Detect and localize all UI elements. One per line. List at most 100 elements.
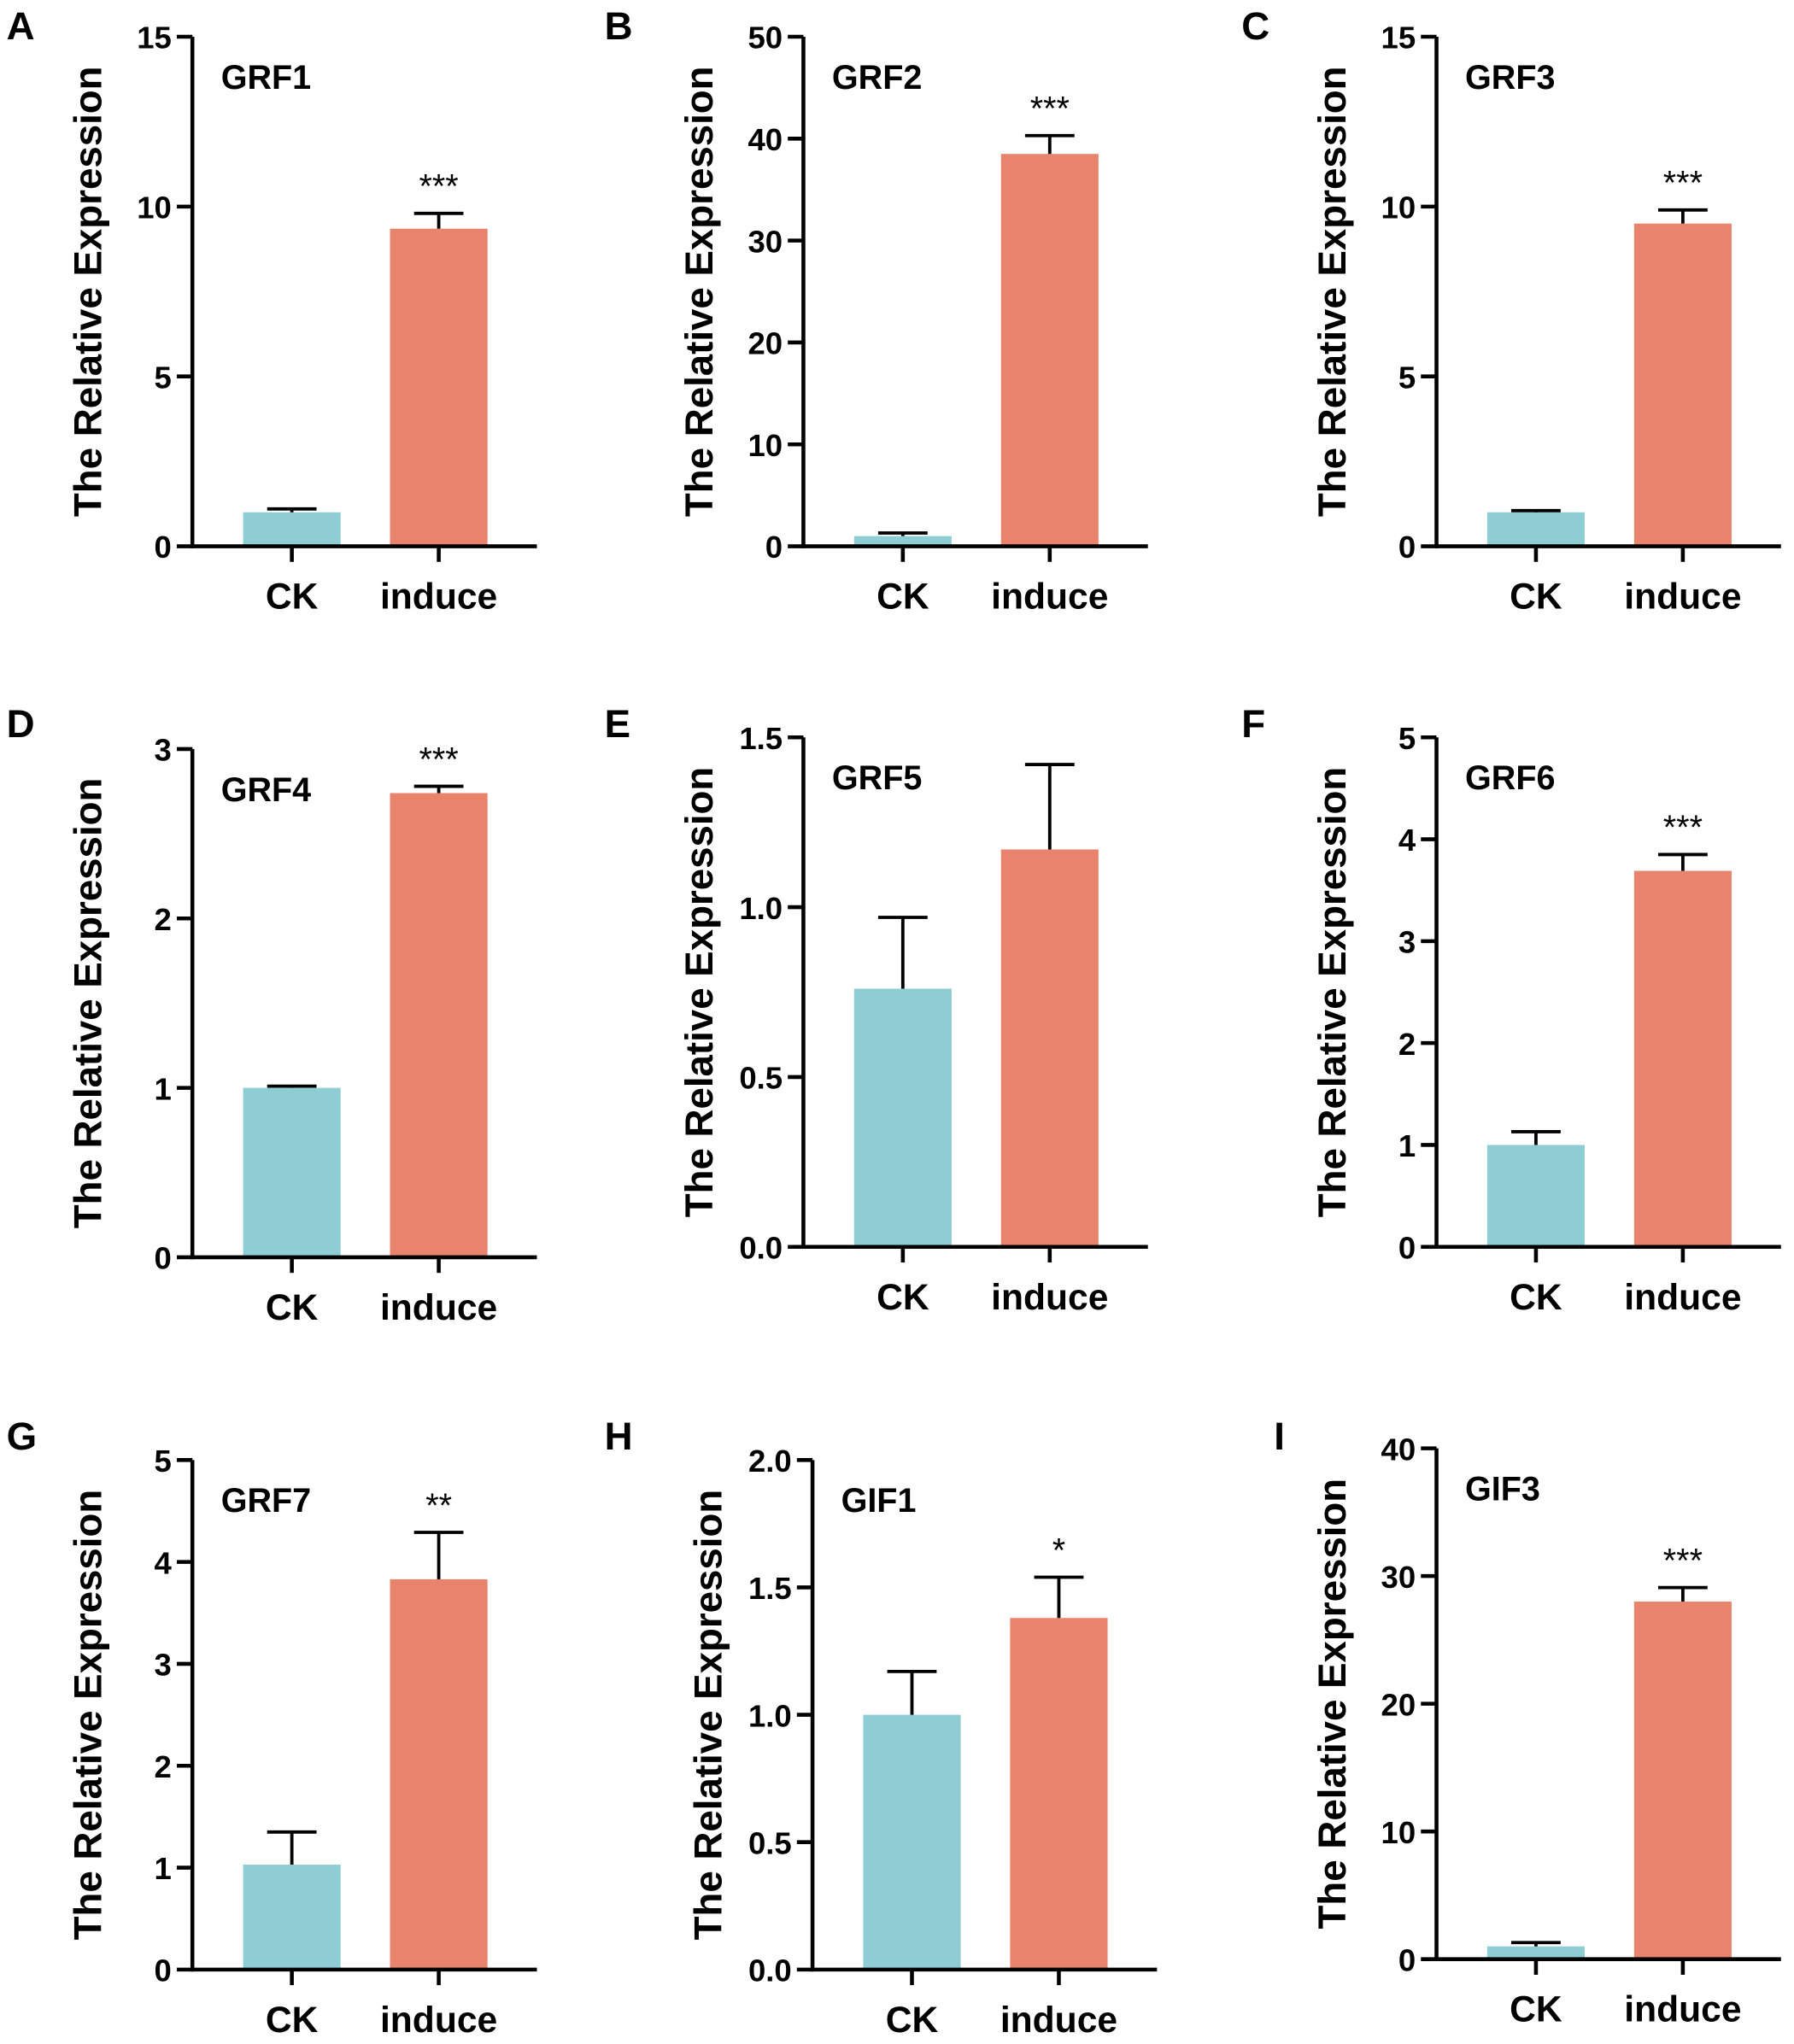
chart-panel-h: H GIF1 The Relative Expression CK induce * 0.0… <box>605 1414 1158 2041</box>
bar-induce <box>1633 223 1732 547</box>
y-tick-label: 5 <box>155 1444 172 1479</box>
y-tick-label: 5 <box>1398 721 1416 756</box>
y-tick-label: 1.5 <box>739 721 783 756</box>
bar-induce <box>1000 154 1099 547</box>
x-tick-label: CK <box>266 577 319 618</box>
x-tick-label: CK <box>876 577 929 618</box>
bar-ck <box>243 1087 341 1257</box>
bar-ck <box>853 536 952 547</box>
bar-induce <box>1633 870 1732 1247</box>
y-tick-label: 4 <box>155 1545 173 1580</box>
panel-letter: I <box>1274 1414 1285 1458</box>
y-tick-label: 10 <box>137 190 172 225</box>
significance-label: *** <box>419 741 459 778</box>
y-tick-label: 20 <box>748 326 783 361</box>
y-tick-label: 40 <box>1381 1432 1416 1467</box>
y-tick-label: 5 <box>1398 360 1416 395</box>
x-tick-label: CK <box>1510 577 1562 618</box>
x-tick-label: induce <box>1624 1989 1741 2030</box>
y-axis-label: The Relative Expression <box>1310 767 1354 1218</box>
y-tick-label: 0 <box>155 530 172 565</box>
y-tick-label: 1.5 <box>748 1571 792 1606</box>
chart-panel-a: A GRF1 The Relative Expression CK induce *** 0… <box>7 4 537 618</box>
bar-induce <box>1000 849 1099 1247</box>
x-tick-label: CK <box>1510 1277 1562 1318</box>
x-tick-label: induce <box>380 577 497 618</box>
y-tick-label: 2 <box>155 902 172 937</box>
y-axis-label: The Relative Expression <box>67 1490 110 1941</box>
chart-panel-e: E GRF5 The Relative Expression CK induce 0.0 0… <box>605 702 1148 1318</box>
panel-letter: E <box>605 702 630 746</box>
y-tick-label: 3 <box>1398 925 1416 960</box>
y-axis-label: The Relative Expression <box>1310 1479 1354 1930</box>
y-tick-label: 0.5 <box>739 1061 783 1096</box>
y-tick-label: 1 <box>155 1071 172 1106</box>
chart-title: GRF4 <box>221 771 311 809</box>
y-tick-label: 0 <box>1398 530 1416 565</box>
chart-panel-i: I GIF3 The Relative Expression CK induce *** 0… <box>1274 1414 1781 2030</box>
y-tick-label: 0 <box>765 530 783 565</box>
y-axis-label: The Relative Expression <box>687 1490 730 1941</box>
y-tick-label: 50 <box>748 20 783 56</box>
bar-ck <box>853 988 952 1247</box>
panel-letter: C <box>1241 4 1269 48</box>
y-axis-label: The Relative Expression <box>677 66 721 517</box>
y-tick-label: 15 <box>1381 20 1416 56</box>
x-tick-label: induce <box>1624 577 1741 618</box>
bar-ck <box>243 512 341 547</box>
y-tick-label: 10 <box>1381 1815 1416 1850</box>
y-axis-label: The Relative Expression <box>67 66 110 517</box>
y-tick-label: 2 <box>1398 1027 1416 1062</box>
chart-title: GIF1 <box>841 1482 917 1520</box>
panel-letter: G <box>7 1414 38 1458</box>
y-tick-label: 0 <box>1398 1230 1416 1265</box>
y-axis-label: The Relative Expression <box>677 767 721 1218</box>
chart-panel-b: B GRF2 The Relative Expression CK induce *** 0… <box>605 4 1148 618</box>
panel-letter: B <box>605 4 633 48</box>
significance-label: *** <box>1030 90 1070 127</box>
y-tick-label: 0 <box>155 1953 172 1988</box>
x-tick-label: CK <box>266 1287 319 1328</box>
significance-label: *** <box>1663 165 1703 202</box>
y-tick-label: 20 <box>1381 1687 1416 1722</box>
significance-label: *** <box>1663 809 1703 846</box>
y-tick-label: 40 <box>748 122 783 157</box>
x-tick-label: CK <box>886 2000 939 2041</box>
x-tick-label: induce <box>380 1287 497 1328</box>
chart-panel-g: G GRF7 The Relative Expression CK induce ** 0 1… <box>7 1414 537 2041</box>
significance-label: ** <box>425 1487 452 1525</box>
y-tick-label: 30 <box>1381 1560 1416 1595</box>
y-tick-label: 4 <box>1398 823 1416 858</box>
x-tick-label: induce <box>1000 2000 1117 2041</box>
chart-title: GRF5 <box>832 759 922 797</box>
bar-ck <box>1486 1145 1585 1247</box>
chart-title: GRF7 <box>221 1482 311 1520</box>
bar-induce <box>1010 1618 1108 1970</box>
y-tick-label: 1 <box>155 1851 172 1886</box>
y-tick-label: 5 <box>155 360 172 395</box>
significance-label: * <box>1052 1532 1065 1569</box>
panel-letter: H <box>605 1414 633 1458</box>
bar-ck <box>243 1864 341 1970</box>
y-tick-label: 2.0 <box>748 1444 792 1479</box>
y-axis-label: The Relative Expression <box>1310 66 1354 517</box>
y-tick-label: 0.0 <box>739 1230 783 1265</box>
bar-ck <box>1486 512 1585 547</box>
y-tick-label: 0.5 <box>748 1825 792 1860</box>
x-tick-label: induce <box>380 2000 497 2041</box>
y-tick-label: 0 <box>155 1241 172 1276</box>
y-tick-label: 2 <box>155 1749 172 1784</box>
x-tick-label: CK <box>266 2000 319 2041</box>
y-tick-label: 0.0 <box>748 1953 792 1988</box>
bar-induce <box>390 228 488 547</box>
bar-induce <box>390 793 488 1257</box>
y-axis-label: The Relative Expression <box>67 778 110 1229</box>
y-tick-label: 1.0 <box>748 1698 792 1733</box>
x-tick-label: CK <box>876 1277 929 1318</box>
panel-letter: A <box>7 4 35 48</box>
bar-ck <box>1486 1946 1585 1959</box>
chart-panel-c: C GRF3 The Relative Expression CK induce *** 0… <box>1241 4 1781 618</box>
significance-label: *** <box>1663 1542 1703 1579</box>
y-tick-label: 10 <box>1381 190 1416 225</box>
